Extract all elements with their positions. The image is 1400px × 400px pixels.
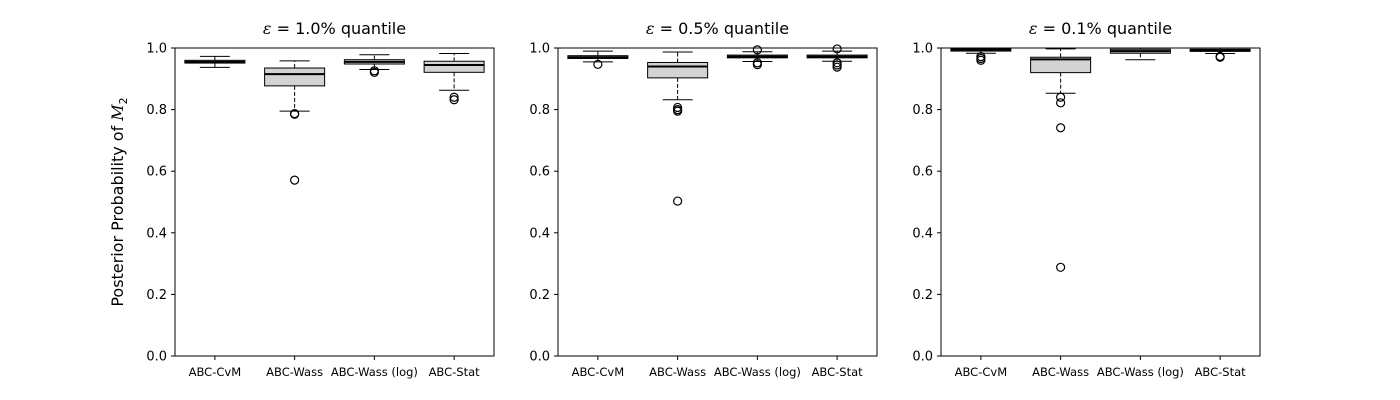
box-abc-wass — [1030, 48, 1092, 272]
y-tick-label: 0.4 — [529, 226, 550, 241]
y-tick-label: 0.0 — [912, 350, 933, 365]
chart-title-symbol: ε — [1029, 19, 1038, 38]
box-iqr — [423, 60, 485, 73]
chart-title: ε = 0.1% quantile — [1029, 19, 1172, 38]
outlier-point — [290, 175, 300, 185]
chart-title-text: = 0.1% quantile — [1038, 19, 1173, 38]
y-tick-label: 0.4 — [912, 226, 933, 241]
box-iqr — [647, 61, 709, 79]
chart-title-symbol: ε — [646, 19, 655, 38]
y-tick-label: 0.6 — [529, 165, 550, 180]
chart-panel-1: ε = 1.0% quantile 0.0 0.2 0.4 0.6 0.8 1.0 ABC-C… — [146, 19, 495, 379]
x-tick-label: ABC-Wass — [1032, 365, 1089, 379]
outlier-point — [1215, 52, 1225, 62]
outlier-point — [673, 196, 683, 206]
x-tick-label: ABC-Wass (log) — [714, 365, 801, 379]
box-abc-wass-log — [343, 54, 405, 77]
y-tick-label: 0.2 — [912, 288, 933, 303]
outlier-point — [593, 59, 603, 69]
outlier-point — [832, 62, 842, 72]
outlier-point — [369, 67, 379, 77]
box-abc-wass-log — [726, 45, 788, 70]
x-tick-label: ABC-Wass — [266, 365, 323, 379]
y-tick-label: 0.4 — [146, 226, 167, 241]
y-tick-label: 0.2 — [146, 288, 167, 303]
axes-frame — [174, 47, 495, 357]
box-iqr — [1030, 56, 1092, 74]
box-abc-wass — [264, 60, 326, 185]
box-abc-cvm — [184, 55, 246, 68]
chart-title-text: = 1.0% quantile — [272, 19, 407, 38]
x-tick-label: ABC-CvM — [572, 365, 625, 379]
outlier-point — [832, 44, 842, 54]
outlier-point — [1056, 123, 1066, 133]
x-tick-label: ABC-CvM — [189, 365, 242, 379]
y-tick-label: 1.0 — [912, 42, 933, 57]
outlier-point — [1056, 92, 1066, 102]
axes-frame — [940, 47, 1261, 357]
axes-frame — [557, 47, 878, 357]
outlier-point — [290, 109, 300, 119]
x-tick-label: ABC-Stat — [429, 365, 481, 379]
y-tick-label: 0.8 — [146, 103, 167, 118]
box-iqr — [264, 67, 326, 87]
outlier-point — [1056, 262, 1066, 272]
outlier-point — [1056, 98, 1066, 108]
y-tick-label: 1.0 — [529, 42, 550, 57]
x-tick-label: ABC-Stat — [812, 365, 864, 379]
y-axis-label: Posterior Probability of M2 — [108, 97, 130, 306]
x-tick-label: ABC-Wass (log) — [1097, 365, 1184, 379]
chart-panel-2: ε = 0.5% quantile 0.0 0.2 0.4 0.6 0.8 1.0 ABC-C… — [529, 19, 878, 379]
chart-panel-3: ε = 0.1% quantile 0.0 0.2 0.4 0.6 0.8 1.0 ABC-C… — [912, 19, 1261, 379]
outlier-point — [449, 92, 459, 102]
y-tick-label: 0.6 — [146, 165, 167, 180]
box-abc-wass — [647, 51, 709, 206]
outlier-point — [976, 55, 986, 65]
box-abc-stat — [806, 44, 868, 72]
chart-title: ε = 1.0% quantile — [263, 19, 406, 38]
outlier-point — [449, 95, 459, 105]
x-tick-label: ABC-Stat — [1195, 365, 1247, 379]
chart-panels: ε = 1.0% quantile 0.0 0.2 0.4 0.6 0.8 1.0 ABC-C… — [146, 19, 1261, 379]
y-tick-label: 0.0 — [529, 350, 550, 365]
chart-title-symbol: ε — [263, 19, 272, 38]
y-tick-label: 0.6 — [912, 165, 933, 180]
y-tick-label: 1.0 — [146, 42, 167, 57]
box-abc-cvm — [567, 50, 629, 69]
outlier-point — [673, 106, 683, 116]
y-tick-label: 0.8 — [912, 103, 933, 118]
x-tick-label: ABC-Wass — [649, 365, 706, 379]
chart-title: ε = 0.5% quantile — [646, 19, 789, 38]
y-tick-label: 0.8 — [529, 103, 550, 118]
chart-title-text: = 0.5% quantile — [655, 19, 790, 38]
box-abc-stat — [423, 53, 485, 105]
y-tick-label: 0.0 — [146, 350, 167, 365]
x-tick-label: ABC-CvM — [955, 365, 1008, 379]
y-tick-label: 0.2 — [529, 288, 550, 303]
outlier-point — [752, 45, 762, 55]
outlier-point — [752, 60, 762, 70]
x-tick-label: ABC-Wass (log) — [331, 365, 418, 379]
